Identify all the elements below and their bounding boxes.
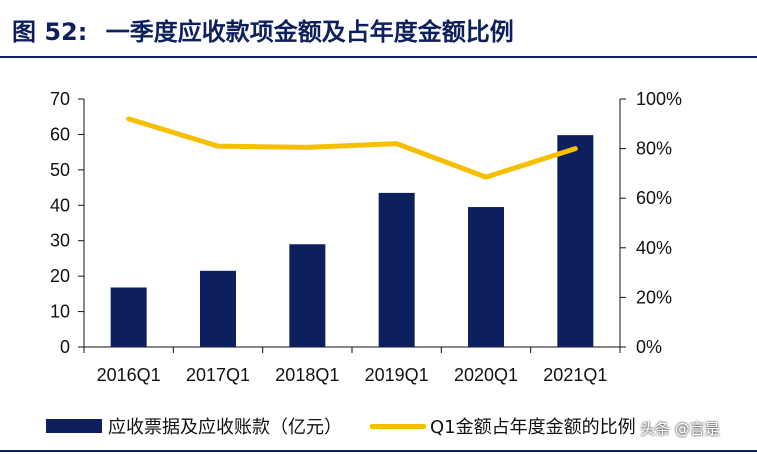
x-tick-label: 2016Q1 (97, 365, 161, 385)
bar-series (110, 135, 594, 347)
bar-2020Q1 (468, 207, 504, 347)
title-rule (0, 56, 757, 58)
bar-2018Q1 (289, 244, 326, 347)
legend-line-swatch (370, 423, 426, 429)
legend-bar-label: 应收票据及应收账款（亿元） (108, 417, 342, 438)
y-left-tick-label: 0 (60, 337, 70, 357)
x-tick-label: 2021Q1 (543, 365, 607, 385)
y-right-tick-label: 40% (636, 238, 672, 258)
y-left-tick-label: 20 (50, 266, 70, 286)
y-left-tick-label: 30 (50, 231, 70, 251)
bottom-rule (0, 450, 757, 452)
bar-2016Q1 (110, 287, 147, 347)
watermark-text: 头条 @言是 (640, 420, 720, 438)
title-text: 一季度应收款项金额及占年度金额比例 (105, 18, 514, 46)
y-left-tick-label: 70 (50, 89, 70, 109)
y-left-tick-label: 40 (50, 195, 70, 215)
x-tick-label: 2020Q1 (454, 365, 518, 385)
bar-2021Q1 (557, 135, 594, 347)
y-left-tick-label: 50 (50, 160, 70, 180)
legend: 应收票据及应收账款（亿元） Q1金额占年度金额的比例 (46, 412, 636, 440)
combo-chart: 0 10 20 30 40 50 60 70 0% 20% 40% 60% 80% 100% 2016Q1… (50, 89, 682, 385)
bar-2019Q1 (378, 192, 415, 347)
x-tick-label: 2018Q1 (275, 365, 339, 385)
y-left-tick-label: 10 (50, 302, 70, 322)
legend-bar-swatch (46, 419, 102, 433)
chart-title: 图 52: 一季度应收款项金额及占年度金额比例 (12, 14, 514, 50)
y-left-tick-label: 60 (50, 124, 70, 144)
x-tick-labels: 2016Q1 2017Q1 2018Q1 2019Q1 2020Q1 2021Q1 (97, 365, 608, 385)
y-right-tick-label: 20% (636, 287, 672, 307)
line-series (126, 116, 578, 180)
ratio-line (126, 116, 578, 180)
bar-2017Q1 (200, 270, 236, 347)
x-tick-label: 2017Q1 (186, 365, 250, 385)
figure-number: 图 52: (12, 18, 88, 46)
x-tick-label: 2019Q1 (365, 365, 429, 385)
y-right-tick-label: 100% (636, 89, 682, 109)
y-right-tick-label: 60% (636, 188, 672, 208)
legend-line-label: Q1金额占年度金额的比例 (430, 417, 636, 438)
y-right-tick-label: 0% (636, 337, 662, 357)
chart-axes: 0 10 20 30 40 50 60 70 0% 20% 40% 60% 80% 100% (50, 89, 682, 357)
y-right-tick-label: 80% (636, 139, 672, 159)
